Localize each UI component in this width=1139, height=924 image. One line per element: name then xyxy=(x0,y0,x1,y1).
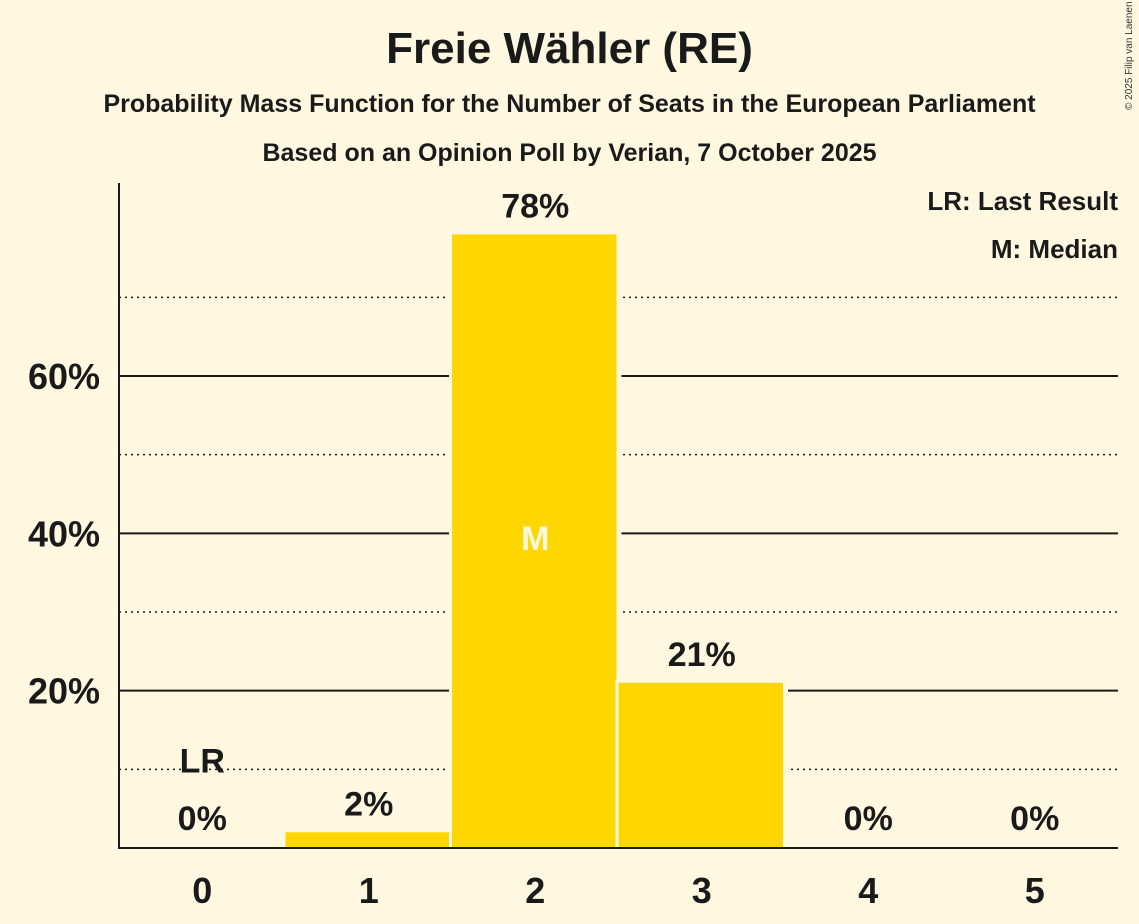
value-label: 78% xyxy=(501,187,569,225)
y-tick-label: 60% xyxy=(28,356,100,397)
bar-seat-2 xyxy=(452,234,617,848)
x-tick-label: 2 xyxy=(525,870,545,911)
y-tick-label: 40% xyxy=(28,513,100,554)
bars xyxy=(282,231,788,848)
bar-seat-1 xyxy=(285,832,450,848)
axes xyxy=(118,183,1118,849)
value-label: 21% xyxy=(668,636,736,674)
x-tick-label: 0 xyxy=(192,870,212,911)
chart-source-subtitle: Based on an Opinion Poll by Verian, 7 Oc… xyxy=(262,139,877,167)
chart-title: Freie Wähler (RE) xyxy=(386,24,753,73)
bar-seat-3 xyxy=(618,682,783,848)
x-tick-label: 3 xyxy=(692,870,712,911)
legend-entry: LR: Last Result xyxy=(927,186,1118,216)
legend-entry: M: Median xyxy=(991,234,1118,264)
legend: LR: Last Result M: Median xyxy=(927,186,1118,264)
value-label: 0% xyxy=(844,800,893,838)
value-label: 2% xyxy=(344,785,393,823)
median-marker: M xyxy=(521,520,549,558)
chart-subtitle: Probability Mass Function for the Number… xyxy=(103,90,1036,118)
x-tick-label: 4 xyxy=(858,870,878,911)
y-tick-label: 20% xyxy=(28,671,100,712)
value-label: 0% xyxy=(178,800,227,838)
last-result-marker: LR xyxy=(180,742,225,780)
x-tick-label: 5 xyxy=(1025,870,1045,911)
x-tick-label: 1 xyxy=(359,870,379,911)
value-label: 0% xyxy=(1010,800,1059,838)
